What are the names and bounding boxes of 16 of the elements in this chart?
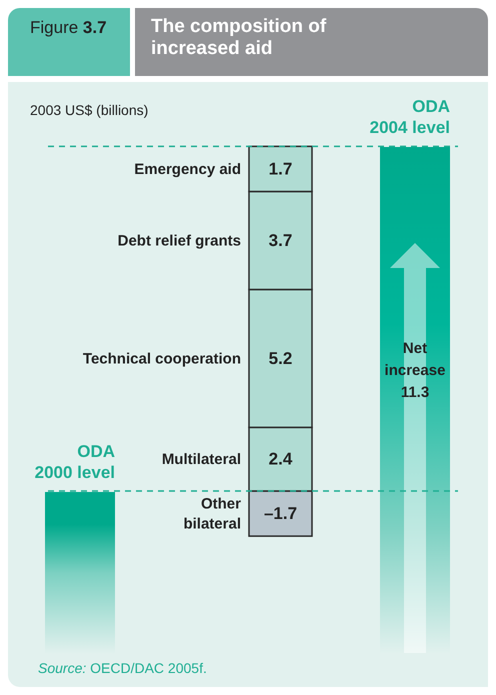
series-label: Technical cooperation [82,350,241,367]
series-label: Debt relief grants [118,232,241,249]
data-label: 1.7 [268,159,292,178]
text: 2003 US$ (billions) [30,102,148,118]
ref-line-label: ODA 2000 level [34,441,115,484]
source-note: Source: OECD/DAC 2005f. [38,660,207,676]
ref-line-label: ODA 2004 level [368,96,450,138]
text: Figure 3.7 [30,18,107,37]
data-label: 5.2 [268,348,292,368]
data-label: 2.4 [268,450,293,469]
chart-title: The composition of increased aid [151,16,328,60]
data-label: –1.7 [264,504,298,524]
series-label: Emergency aid [134,160,241,178]
series-label: Other bilateral [183,495,242,532]
data-label: 3.7 [268,230,292,250]
series-label: Multilateral [162,450,241,468]
